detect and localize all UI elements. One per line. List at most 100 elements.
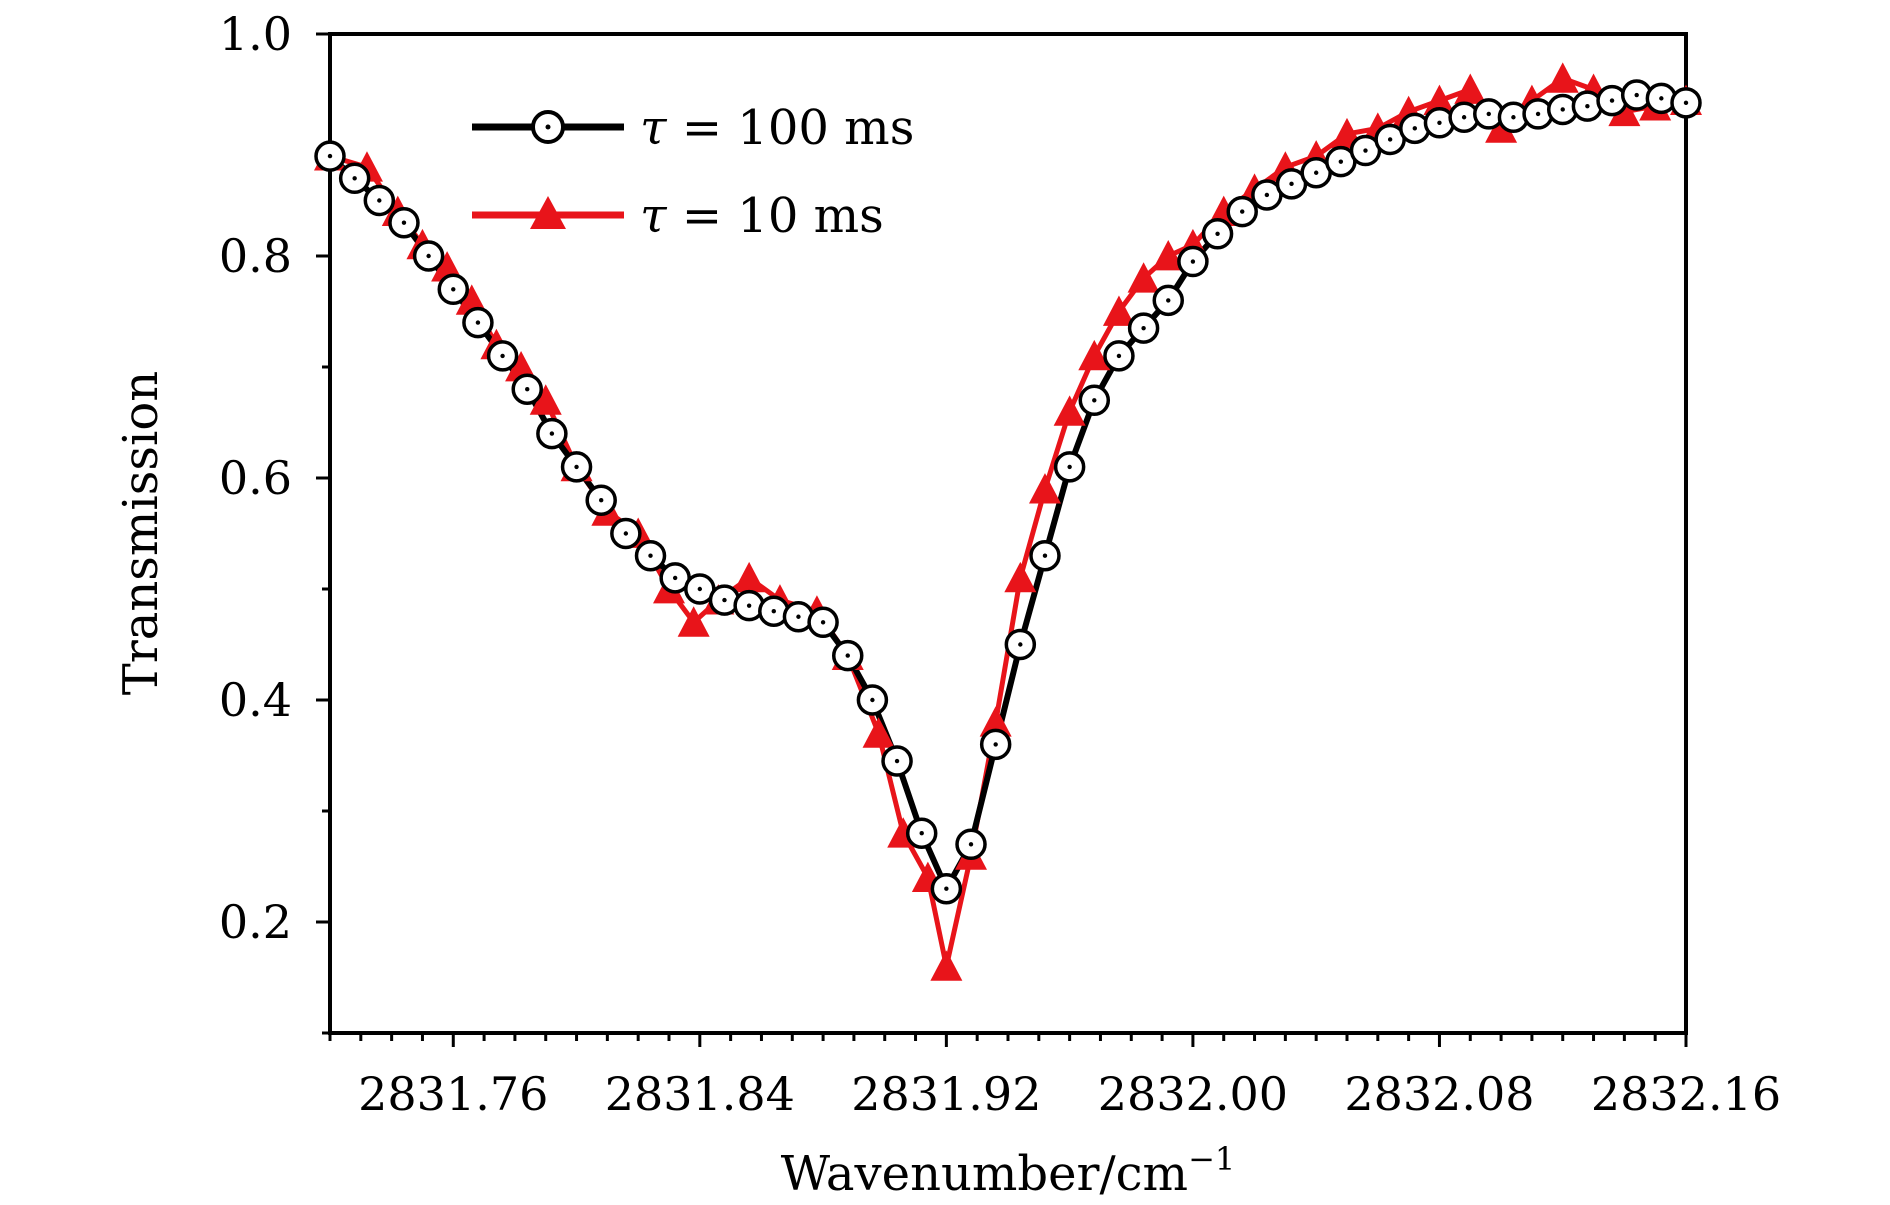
data-point-center-series-1 [746,603,752,608]
data-point-center-series-1 [475,320,481,325]
data-point-center-series-1 [327,153,333,159]
data-point-series-2 [529,384,562,415]
data-point-center-series-1 [1412,126,1418,131]
y-axis-ticks: 0.2 0.4 0.6 0.8 1.0 [219,7,330,1035]
data-point-center-series-1 [574,464,579,470]
data-point-center-series-1 [1560,107,1565,112]
data-point-series-2 [1102,295,1135,326]
data-point-center-series-1 [1116,353,1122,359]
x-axis-title-text: Wavenumber/cm [781,1146,1188,1202]
data-point-center-series-1 [1215,231,1220,236]
data-point-center-series-1 [1363,148,1368,153]
x-axis-ticks: 2831.76 2831.84 2831.92 2832.00 2832.08 2832.… [328,1033,1781,1121]
data-point-center-series-1 [623,531,629,536]
legend-rest-series-2: = 10 ms [667,188,884,244]
data-point-center-series-1 [352,176,357,181]
legend-marker-dot-series-1 [545,124,551,130]
legend-symbol-series-1: τ [640,100,668,156]
data-point-center-series-1 [1240,209,1245,214]
data-point-center-series-1 [1313,170,1319,175]
data-point-center-series-1 [599,498,604,503]
data-point-center-series-1 [525,387,530,392]
data-point-series-2 [1152,240,1185,271]
data-point-center-series-1 [1387,137,1393,142]
data-point-series-2 [1028,473,1061,504]
x-tick-label: 2832.16 [1591,1067,1781,1121]
data-point-center-series-1 [1092,398,1097,403]
y-tick-label: 0.4 [219,673,292,727]
data-point-center-series-1 [1634,92,1639,98]
legend-marker-series-2 [530,196,566,229]
y-tick-label: 0.8 [219,229,292,283]
data-point-center-series-1 [1486,111,1491,117]
y-tick-label: 0.6 [219,451,292,505]
data-point-center-series-1 [919,831,924,836]
x-axis-title-superscript: −1 [1188,1140,1235,1178]
data-point-center-series-1 [401,220,407,225]
data-point-series-2 [1454,73,1487,104]
legend-symbol-series-2: τ [640,188,668,244]
data-point-center-series-1 [451,287,456,292]
data-point-center-series-1 [1461,115,1467,120]
data-point-series-2 [979,706,1012,737]
data-point-center-series-1 [1289,181,1294,187]
legend-label-series-2: τ = 10 ms [640,188,884,244]
data-point-series-2 [1546,62,1579,93]
data-point-center-series-1 [1264,192,1270,198]
data-point-center-series-1 [870,697,875,703]
data-point-center-series-1 [426,253,431,259]
data-point-series-2 [733,561,766,593]
data-point-center-series-1 [1437,120,1442,126]
x-tick-label: 2831.92 [851,1067,1041,1121]
data-point-center-series-1 [377,198,382,203]
data-point-center-series-1 [1585,103,1590,109]
data-point-center-series-1 [820,620,826,625]
data-point-center-series-1 [845,653,850,658]
data-point-center-series-1 [1338,159,1344,164]
data-point-center-series-1 [648,553,653,558]
legend-rest-series-1: = 100 ms [667,100,915,156]
data-point-series-2 [1423,84,1456,115]
data-point-center-series-1 [722,597,727,603]
data-point-center-series-1 [1609,98,1615,103]
x-tick-label: 2831.76 [358,1067,548,1121]
data-point-series-2 [1485,112,1518,143]
data-point-center-series-1 [1166,298,1171,303]
data-point-series-2 [1127,262,1160,293]
series-layer [314,62,1702,981]
data-point-center-series-1 [968,842,974,847]
data-point-center-series-1 [1535,111,1541,117]
data-point-center-series-1 [1067,464,1072,470]
y-tick-label: 1.0 [219,7,292,61]
data-point-center-series-1 [549,431,555,436]
data-point-center-series-1 [944,886,949,891]
data-point-center-series-1 [1511,115,1516,120]
data-point-center-series-1 [1683,100,1689,106]
data-point-center-series-1 [796,614,801,619]
data-point-center-series-1 [894,758,900,764]
legend: τ = 100 ms τ = 10 ms [472,100,914,244]
data-point-series-2 [1608,95,1641,127]
data-point-center-series-1 [1018,642,1023,647]
legend-label-series-1: τ = 100 ms [640,100,914,156]
x-tick-label: 2832.00 [1098,1067,1288,1121]
data-point-center-series-1 [771,609,776,614]
data-point-center-series-1 [500,353,505,359]
data-point-center-series-1 [672,575,678,581]
data-point-series-2 [930,950,963,981]
data-point-series-2 [862,717,895,748]
x-tick-label: 2832.08 [1344,1067,1534,1121]
data-point-series-2 [1004,561,1037,593]
data-point-center-series-1 [697,586,703,592]
data-point-center-series-1 [1659,96,1664,101]
data-point-center-series-1 [1190,259,1196,264]
data-point-center-series-1 [1141,325,1146,331]
data-point-series-2 [677,606,710,637]
data-point-series-2 [1078,339,1111,371]
data-point-center-series-1 [1042,553,1048,558]
x-axis-title: Wavenumber/cm−1 [781,1140,1235,1202]
y-axis-title: Transmission [113,371,169,695]
plot-area-frame [328,32,1688,1035]
x-tick-label: 2831.84 [605,1067,795,1121]
